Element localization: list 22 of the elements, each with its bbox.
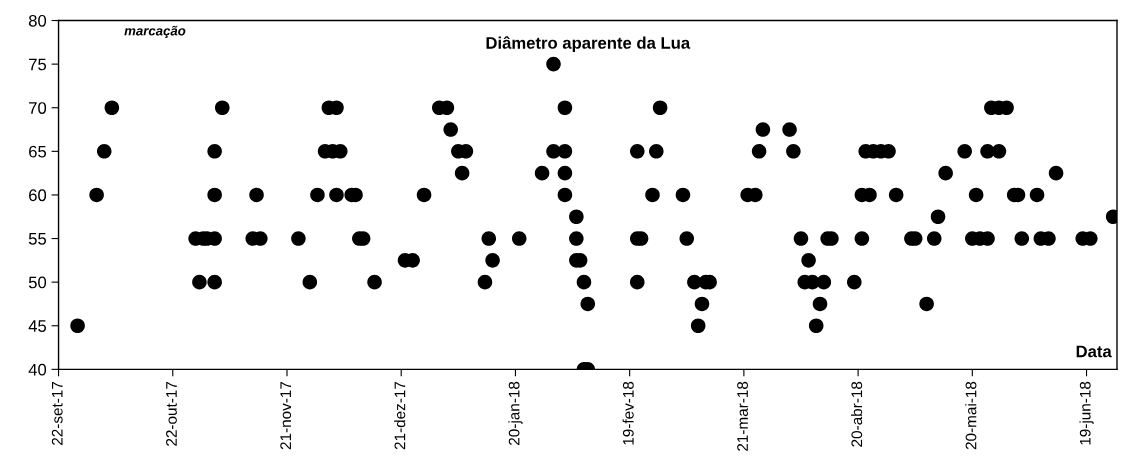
- x-tick-label: 20-abr-18: [850, 381, 863, 447]
- y-tick-label: 80: [28, 14, 47, 27]
- x-tick-label: 21-dez-17: [394, 381, 406, 450]
- y-tick-label: 65: [29, 145, 47, 158]
- x-tick-label: 22-out-17: [166, 381, 177, 446]
- x-axis-title: Data: [1076, 345, 1112, 358]
- x-tick-label: 19-fev-18: [622, 381, 634, 445]
- y-axis-title: marcação: [124, 25, 186, 39]
- x-tick-label: 20-jan-18: [508, 381, 523, 445]
- y-tick-label: 40: [28, 363, 47, 376]
- y-tick-label: 55: [28, 233, 47, 245]
- x-tick-label: 21-nov-17: [280, 381, 292, 450]
- x-tick-label: 22-set-17: [51, 381, 63, 445]
- y-tick-label: 45: [28, 320, 47, 332]
- x-tick-label: 19-jun-18: [1079, 381, 1094, 445]
- y-tick-label: 75: [29, 58, 47, 71]
- x-tick-label: 20-mai-18: [965, 381, 977, 450]
- y-tick-label: 50: [28, 276, 47, 289]
- y-tick-label: 60: [29, 189, 47, 202]
- text: Diâmetro aparente da Lua: [486, 36, 691, 53]
- x-tick-label: 21-mar-18: [737, 381, 748, 451]
- y-tick-label: 70: [29, 102, 47, 114]
